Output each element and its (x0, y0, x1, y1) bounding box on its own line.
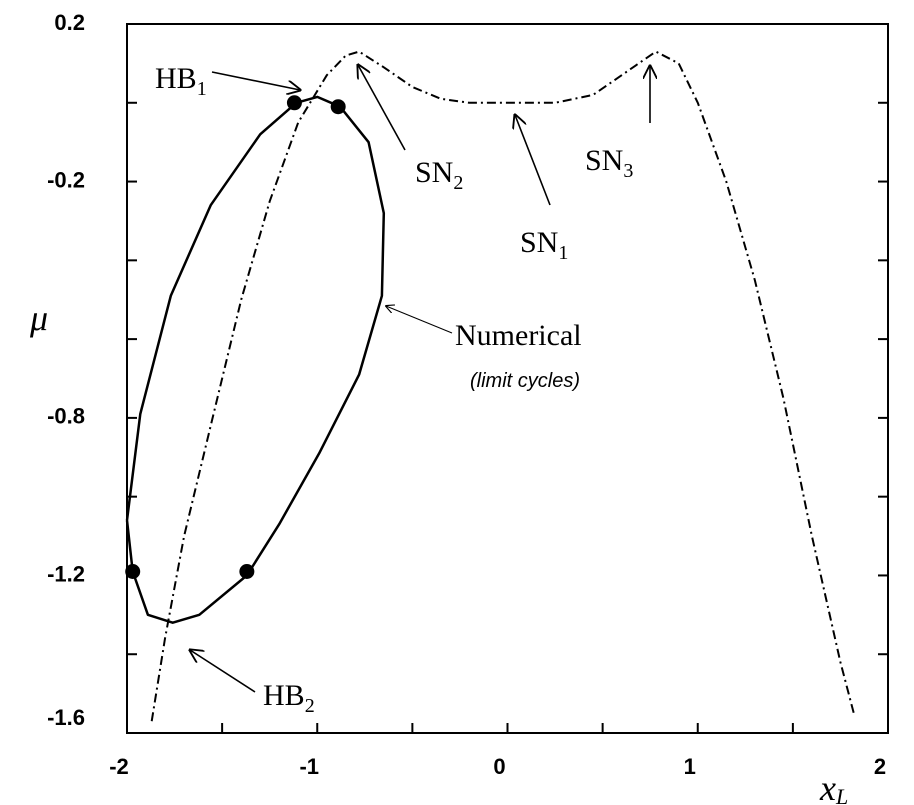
y-tick-label: -1.6 (47, 705, 85, 730)
y-tick-label: -0.8 (47, 404, 85, 429)
annotation: SN3 (585, 144, 633, 182)
x-tick-label: 1 (684, 754, 696, 779)
data-point (125, 564, 141, 580)
x-tick-label: 2 (874, 754, 886, 779)
data-point (330, 99, 346, 115)
annotation-text: SN (585, 144, 623, 177)
data-point (286, 95, 302, 111)
annotation: HB2 (263, 679, 315, 717)
annotation-sub: 2 (305, 695, 315, 717)
y-tick-label: -0.2 (47, 167, 85, 192)
annotation-text: Numerical (455, 319, 582, 352)
annotation-arrow (386, 306, 453, 334)
data-point (239, 564, 255, 580)
annotation: HB1 (155, 62, 207, 100)
annotation-sub: 2 (453, 172, 463, 194)
annotation: Numerical (455, 319, 582, 352)
analytical-curve (150, 50, 855, 722)
y-axis-label: μ (29, 298, 48, 338)
x-tick-label: -2 (109, 754, 129, 779)
annotation-text: SN (415, 156, 453, 189)
annotation-arrow (358, 65, 406, 151)
annotation-sub: 1 (197, 78, 207, 100)
annotation-text: HB (263, 679, 305, 712)
annotation-sub: 3 (623, 160, 633, 182)
x-axis-label-main: x (819, 768, 836, 805)
numerical-curve (125, 95, 386, 624)
y-tick-label: 0.2 (54, 10, 85, 35)
x-tick-label: 0 (493, 754, 505, 779)
annotation-note: (limit cycles) (470, 370, 580, 392)
annotation-sub: 1 (558, 242, 568, 264)
annotation: SN1 (520, 226, 568, 264)
y-tick-label: -1.2 (47, 561, 85, 586)
annotation-arrow (515, 115, 551, 206)
annotation: SN2 (415, 156, 463, 194)
annotation-text: HB (155, 62, 197, 95)
annotation-text: SN (520, 226, 558, 259)
annotation-arrow (190, 650, 256, 693)
x-axis-label-sub: L (835, 784, 848, 805)
annotation-arrow (211, 71, 300, 90)
x-tick-label: -1 (299, 754, 319, 779)
x-axis-label: xL (819, 768, 848, 805)
